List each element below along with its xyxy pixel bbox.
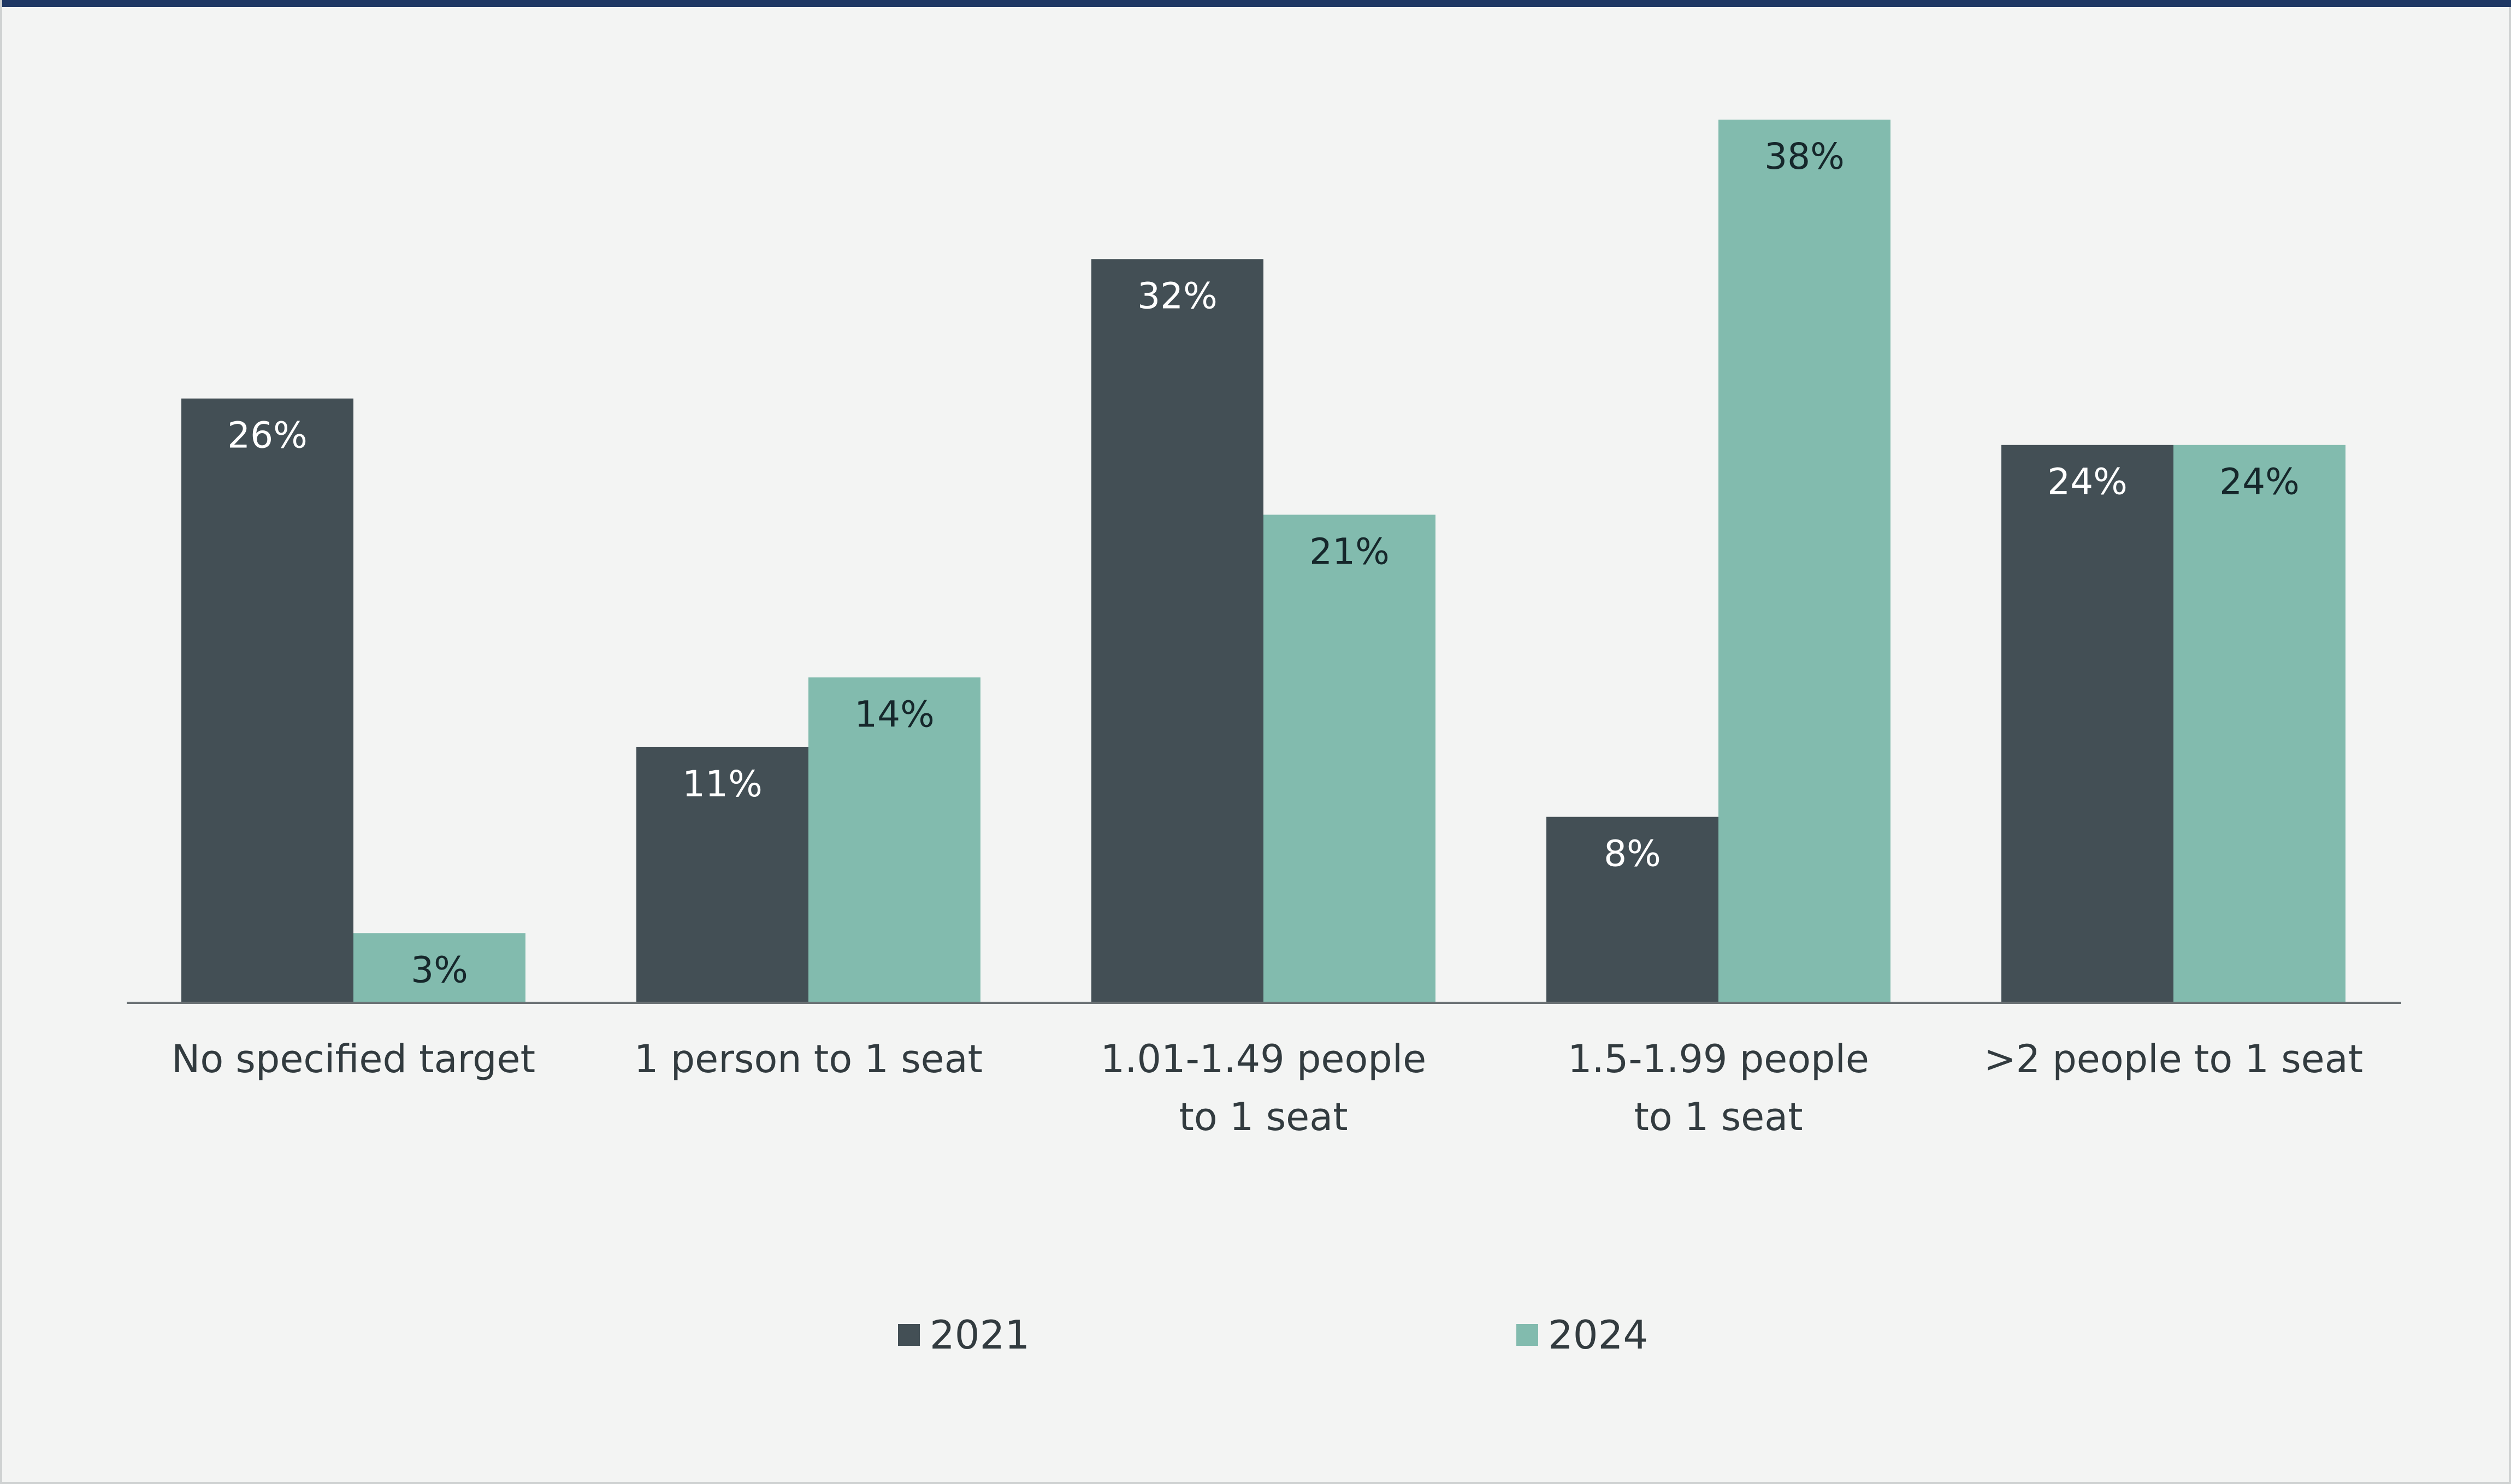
- value-label-2021-3: 8%: [1604, 833, 1661, 875]
- category-label-3-line-1: to 1 seat: [1634, 1095, 1803, 1139]
- value-label-2024-1: 14%: [854, 693, 935, 735]
- bar-2021-3: [1546, 817, 1718, 1003]
- value-label-2024-2: 21%: [1309, 530, 1390, 572]
- legend-label-2021: 2021: [930, 1312, 1030, 1358]
- bar-2024-1: [808, 677, 980, 1003]
- value-labels-layer: 26% 3% 11% 14% 32% 21% 8% 38% 24% 24%: [227, 135, 2300, 991]
- legend-item-2024: 2024: [1516, 1312, 1648, 1358]
- value-label-2021-1: 11%: [682, 763, 763, 805]
- bars-layer: [181, 120, 2345, 1003]
- bar-2024-4: [2173, 445, 2345, 1003]
- value-label-2024-4: 24%: [2219, 461, 2300, 503]
- bar-2024-3: [1718, 120, 1890, 1003]
- bar-2024-0: [353, 933, 525, 1003]
- legend-swatch-2021: [898, 1324, 920, 1346]
- category-labels-layer: No specified target 1 person to 1 seat 1.0…: [172, 1037, 2363, 1139]
- bar-2021-1: [636, 747, 808, 1003]
- value-label-2021-0: 26%: [227, 415, 308, 457]
- bar-2021-0: [181, 398, 353, 1003]
- value-label-2021-4: 24%: [2047, 461, 2128, 503]
- bar-2021-2: [1091, 259, 1263, 1003]
- category-label-2-line-1: to 1 seat: [1179, 1095, 1348, 1139]
- category-label-2-line-0: 1.01-1.49 people: [1101, 1037, 1427, 1081]
- bar-2024-2: [1263, 515, 1435, 1003]
- category-label-0-line-0: No specified target: [172, 1037, 535, 1081]
- value-label-2021-2: 32%: [1137, 275, 1218, 317]
- legend-item-2021: 2021: [898, 1312, 1030, 1358]
- category-label-4-line-0: >2 people to 1 seat: [1984, 1037, 2363, 1081]
- value-label-2024-0: 3%: [411, 949, 468, 991]
- top-accent-rule: [2, 0, 2511, 7]
- value-label-2024-3: 38%: [1764, 135, 1845, 178]
- category-label-3-line-0: 1.5-1.99 people: [1568, 1037, 1869, 1081]
- legend-label-2024: 2024: [1548, 1312, 1649, 1358]
- legend-swatch-2024: [1516, 1324, 1538, 1346]
- category-label-1-line-0: 1 person to 1 seat: [634, 1037, 983, 1081]
- bar-2021-4: [2001, 445, 2173, 1003]
